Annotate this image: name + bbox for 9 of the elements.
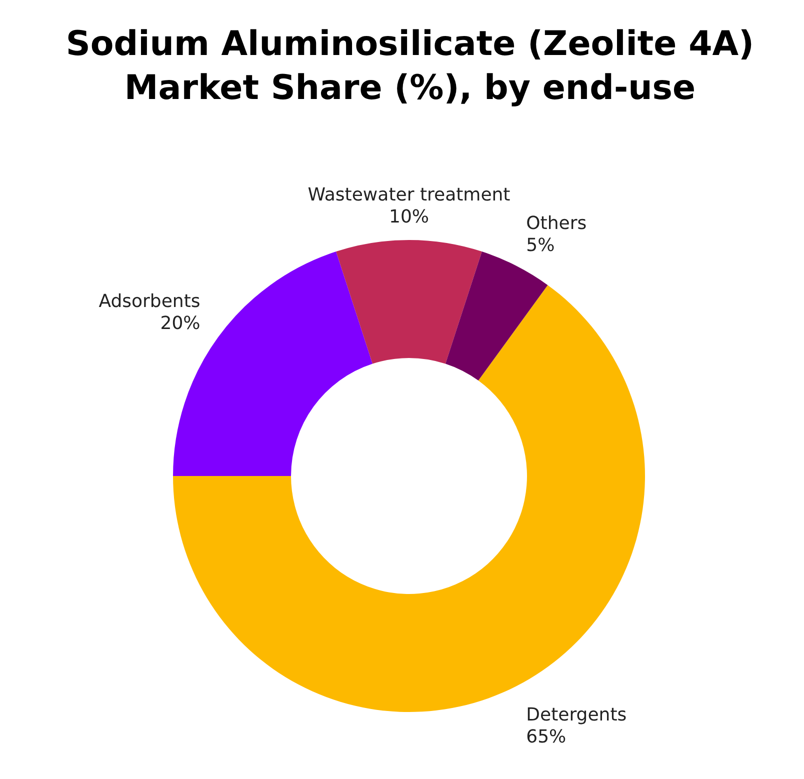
slice-label: Detergents <box>526 704 627 726</box>
slice-label: Adsorbents <box>98 291 200 312</box>
data-label: 10% <box>388 206 430 228</box>
slice-label: Others <box>526 212 587 234</box>
chart-title: Sodium Aluminosilicate (Zeolite 4A) Market Share (%), by end-use <box>64 23 756 110</box>
data-label: 20% <box>160 313 200 334</box>
data-label: 65% <box>526 726 566 748</box>
slice-label: Wastewater treatment <box>308 184 510 206</box>
data-label: 5% <box>526 234 555 256</box>
